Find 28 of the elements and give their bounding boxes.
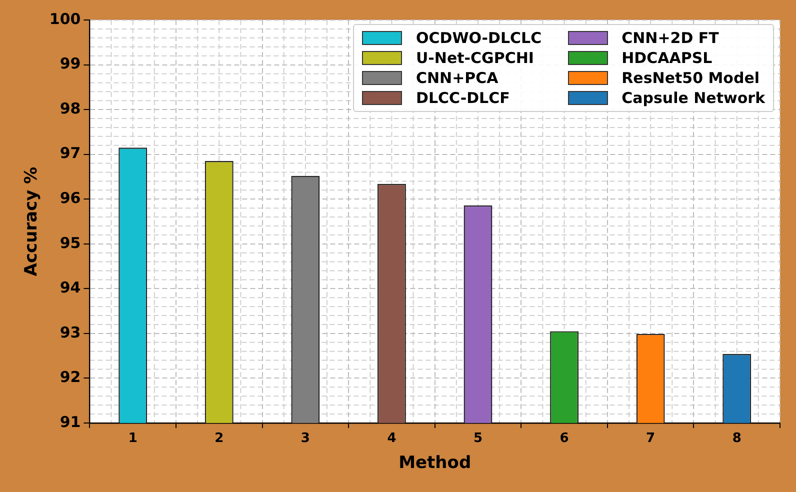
x-tick-label: 2 bbox=[214, 431, 224, 446]
x-tick-label: 6 bbox=[560, 431, 569, 446]
x-tick-label: 8 bbox=[732, 431, 742, 446]
y-tick-label: 95 bbox=[60, 234, 81, 252]
legend-label: Capsule Network bbox=[622, 89, 766, 107]
y-tick-label: 91 bbox=[60, 412, 81, 431]
x-tick-label: 3 bbox=[300, 431, 310, 446]
x-tick-label: 4 bbox=[387, 431, 396, 446]
y-tick-label: 94 bbox=[60, 278, 81, 297]
y-axis-title: Accuracy % bbox=[22, 166, 42, 276]
y-tick-label: 93 bbox=[60, 323, 81, 342]
x-axis-title: Method bbox=[398, 453, 472, 474]
x-tick-label: 7 bbox=[646, 431, 656, 446]
x-tick-label: 1 bbox=[128, 431, 138, 446]
y-tick-label: 96 bbox=[60, 189, 81, 207]
legend-label: DLCC-DLCF bbox=[416, 89, 510, 107]
y-tick-label: 99 bbox=[60, 54, 81, 73]
legend-label: CNN+2D FT bbox=[622, 29, 719, 47]
y-tick-label: 97 bbox=[60, 144, 81, 162]
legend-label: ResNet50 Model bbox=[622, 69, 760, 87]
legend-label: HDCAAPSL bbox=[622, 49, 712, 67]
y-tick-label: 98 bbox=[60, 99, 81, 118]
y-tick-label: 92 bbox=[60, 368, 81, 386]
legend-label: CNN+PCA bbox=[416, 69, 498, 87]
legend-label: U-Net-CGPCHI bbox=[416, 49, 534, 67]
y-tick-label: 100 bbox=[49, 10, 81, 28]
legend-label: OCDWO-DLCLC bbox=[416, 29, 542, 47]
x-tick-label: 5 bbox=[473, 431, 483, 446]
